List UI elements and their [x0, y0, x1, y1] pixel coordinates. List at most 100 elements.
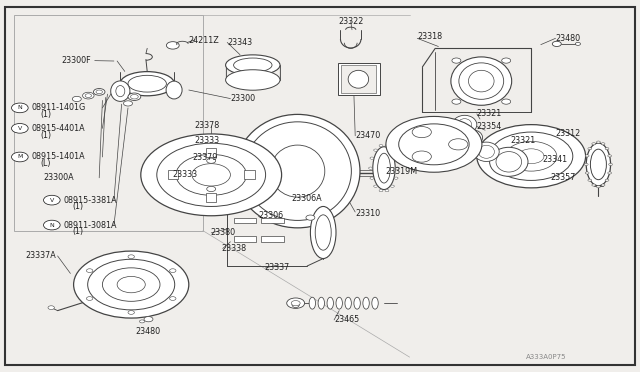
- Circle shape: [396, 167, 399, 169]
- Circle shape: [608, 155, 612, 157]
- Text: 23321: 23321: [511, 136, 536, 145]
- Circle shape: [131, 94, 138, 99]
- Text: 23480: 23480: [136, 327, 161, 336]
- Circle shape: [596, 186, 600, 188]
- Circle shape: [374, 185, 378, 187]
- Circle shape: [140, 320, 145, 323]
- Circle shape: [194, 182, 204, 187]
- Circle shape: [48, 306, 54, 310]
- Text: 23300F: 23300F: [61, 56, 91, 65]
- Circle shape: [609, 163, 612, 166]
- Bar: [244, 170, 255, 179]
- Circle shape: [412, 126, 431, 138]
- Ellipse shape: [309, 297, 316, 309]
- Text: (L): (L): [40, 159, 51, 168]
- Circle shape: [369, 167, 372, 169]
- Circle shape: [207, 186, 216, 192]
- Circle shape: [608, 172, 612, 174]
- Circle shape: [12, 152, 28, 162]
- Ellipse shape: [234, 58, 272, 72]
- Ellipse shape: [310, 206, 336, 259]
- Ellipse shape: [214, 149, 236, 190]
- Text: 23319M: 23319M: [385, 167, 417, 176]
- Ellipse shape: [363, 297, 369, 309]
- Ellipse shape: [271, 145, 325, 197]
- Ellipse shape: [468, 70, 494, 92]
- Text: N: N: [49, 222, 54, 228]
- Circle shape: [96, 90, 102, 94]
- Circle shape: [102, 268, 160, 301]
- Circle shape: [44, 195, 60, 205]
- Circle shape: [72, 96, 81, 102]
- Circle shape: [386, 116, 482, 172]
- Circle shape: [506, 141, 557, 171]
- Text: 23378: 23378: [195, 121, 220, 130]
- Circle shape: [379, 189, 383, 192]
- Circle shape: [596, 141, 600, 143]
- Text: (1): (1): [72, 202, 83, 211]
- Text: 23480: 23480: [556, 34, 580, 43]
- Ellipse shape: [452, 115, 477, 134]
- Circle shape: [166, 42, 179, 49]
- Text: 23337A: 23337A: [26, 251, 56, 260]
- Circle shape: [585, 172, 589, 174]
- Circle shape: [370, 177, 374, 179]
- Bar: [234, 236, 256, 242]
- Circle shape: [605, 179, 609, 181]
- Circle shape: [86, 269, 93, 272]
- Circle shape: [552, 41, 561, 46]
- Text: 23465: 23465: [334, 315, 359, 324]
- Text: 23321: 23321: [477, 109, 502, 118]
- Circle shape: [144, 317, 153, 322]
- Circle shape: [412, 151, 431, 162]
- Bar: [206, 193, 216, 202]
- Circle shape: [379, 145, 383, 147]
- Circle shape: [246, 182, 257, 187]
- Text: A333A0P75: A333A0P75: [526, 354, 566, 360]
- Ellipse shape: [120, 72, 175, 96]
- Circle shape: [601, 184, 605, 186]
- Circle shape: [502, 58, 511, 63]
- Circle shape: [170, 297, 176, 301]
- Ellipse shape: [479, 145, 495, 158]
- Circle shape: [287, 298, 305, 308]
- Ellipse shape: [244, 122, 351, 220]
- Text: 23357: 23357: [550, 173, 576, 182]
- Circle shape: [394, 157, 398, 159]
- Circle shape: [93, 89, 105, 95]
- Circle shape: [157, 143, 266, 206]
- Ellipse shape: [586, 143, 611, 186]
- Text: 08915-4401A: 08915-4401A: [31, 124, 85, 133]
- Circle shape: [194, 151, 204, 157]
- Ellipse shape: [372, 147, 396, 189]
- Circle shape: [477, 125, 586, 188]
- Text: 08915-3381A: 08915-3381A: [63, 196, 117, 205]
- Ellipse shape: [341, 162, 351, 184]
- Bar: [261, 236, 284, 242]
- Text: 23343: 23343: [227, 38, 252, 47]
- Text: (1): (1): [72, 227, 83, 236]
- Text: 23333: 23333: [195, 136, 220, 145]
- Ellipse shape: [458, 119, 472, 131]
- Circle shape: [86, 297, 93, 301]
- Circle shape: [85, 94, 92, 97]
- Text: 23380: 23380: [210, 228, 235, 237]
- Circle shape: [390, 149, 394, 151]
- Circle shape: [44, 220, 60, 230]
- Ellipse shape: [220, 158, 231, 180]
- Ellipse shape: [236, 114, 360, 228]
- Text: 23354: 23354: [477, 122, 502, 131]
- Circle shape: [449, 139, 468, 150]
- Circle shape: [170, 269, 176, 272]
- Text: 23300A: 23300A: [44, 173, 74, 182]
- Ellipse shape: [116, 86, 125, 97]
- Ellipse shape: [111, 81, 130, 102]
- Bar: [14, 15, 203, 231]
- Circle shape: [83, 92, 94, 99]
- Text: 23312: 23312: [556, 129, 580, 138]
- Text: 08911-1401G: 08911-1401G: [31, 103, 86, 112]
- Circle shape: [588, 148, 592, 150]
- Circle shape: [74, 251, 189, 318]
- Ellipse shape: [345, 297, 351, 309]
- Text: 23333: 23333: [173, 170, 198, 179]
